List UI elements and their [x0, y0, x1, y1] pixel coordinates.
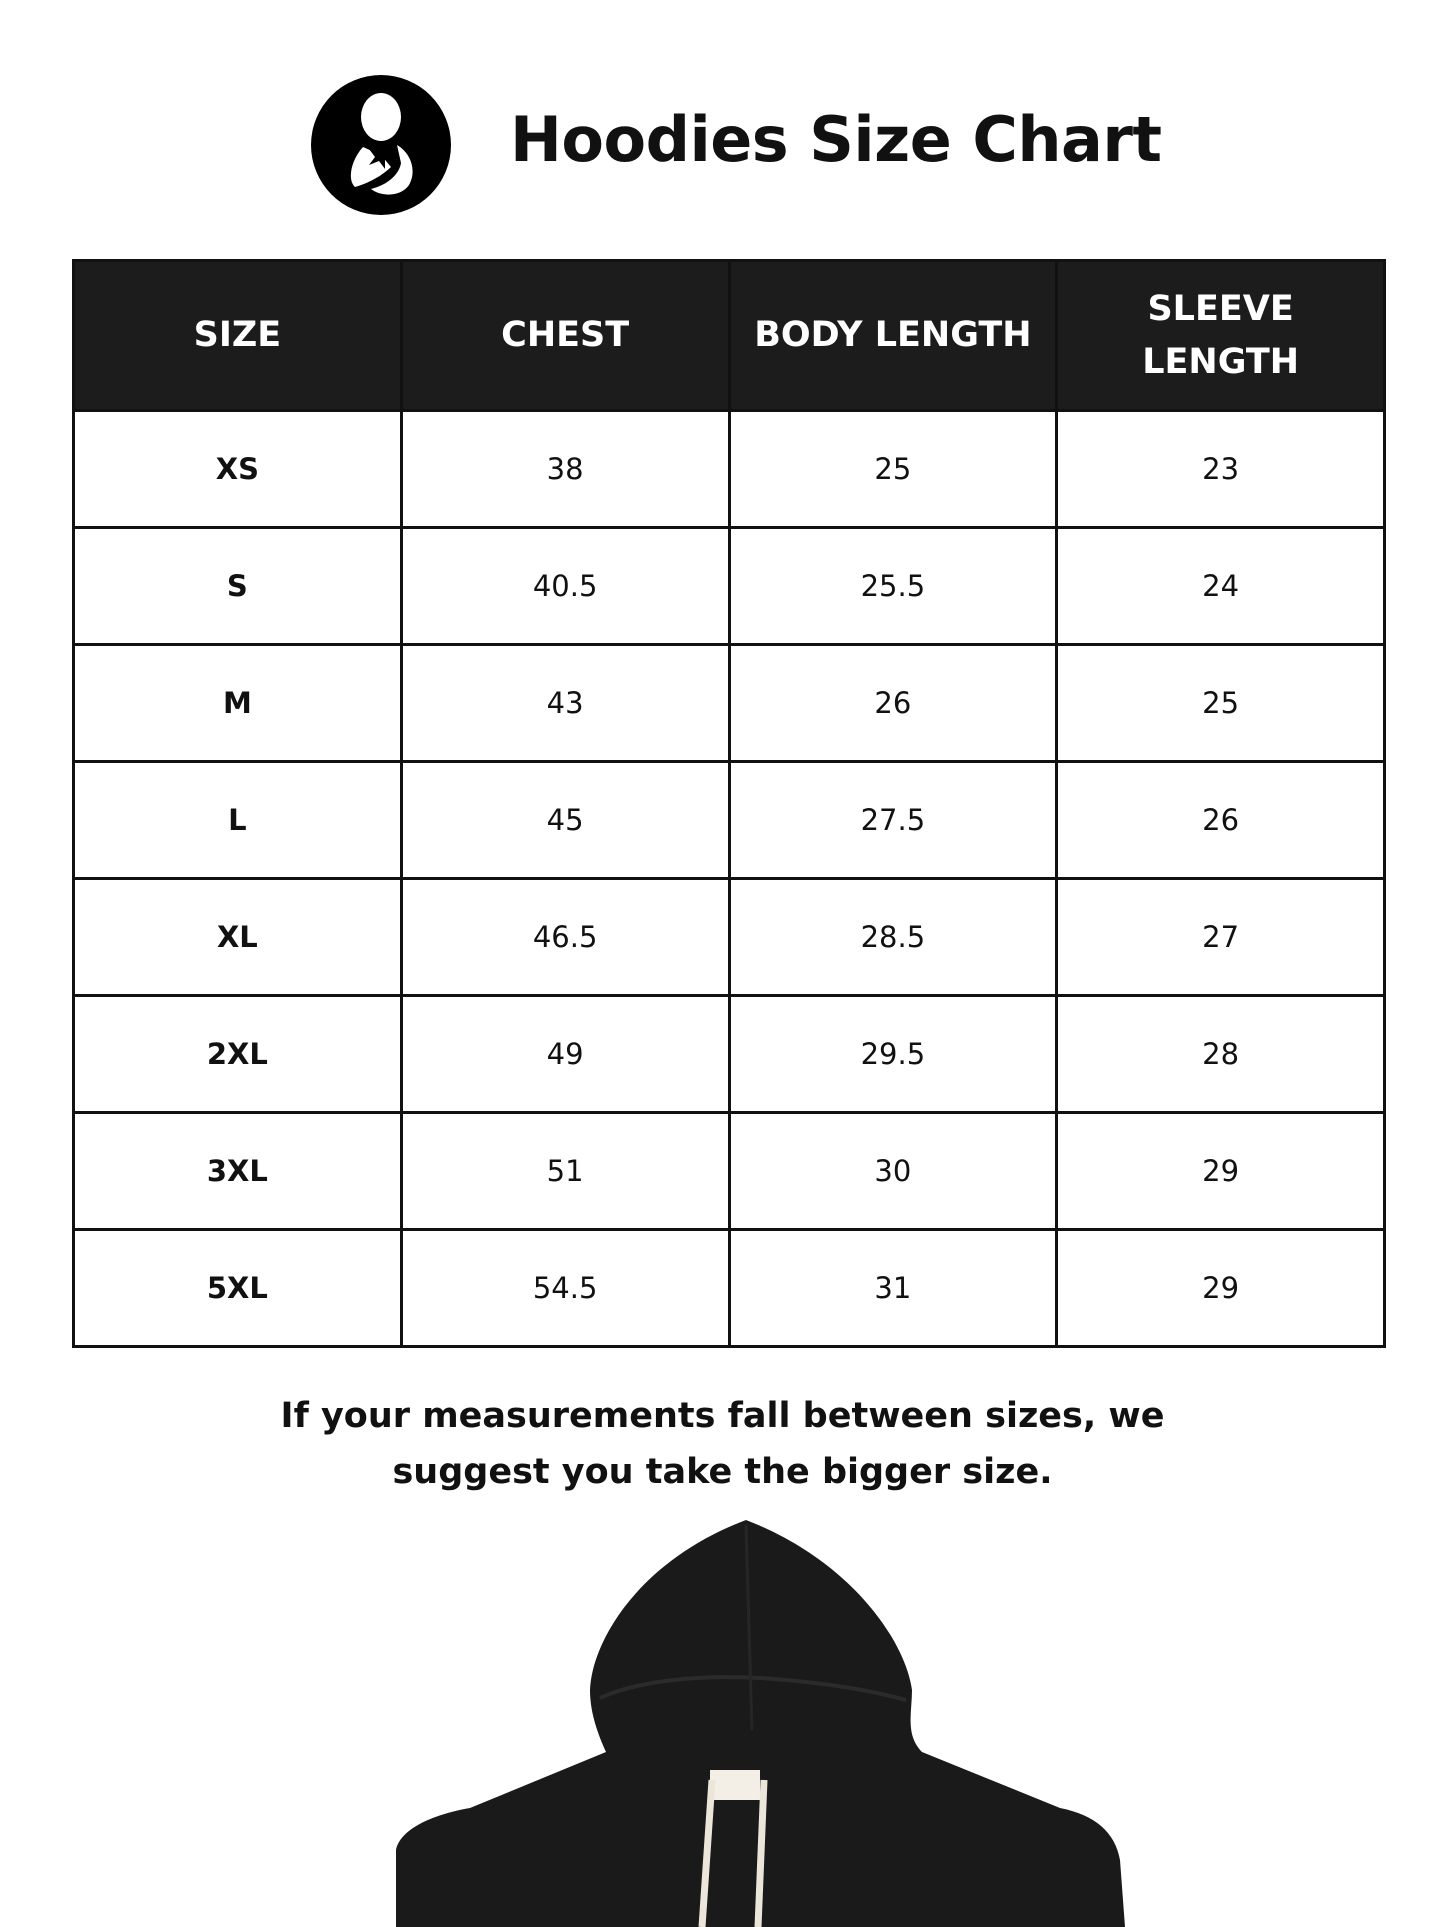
cell-body-length: 26	[727, 643, 1059, 763]
sizing-note: If your measurements fall between sizes,…	[0, 1388, 1445, 1500]
table-row: L 45 27.5 26	[72, 760, 1386, 880]
table-row: S 40.5 25.5 24	[72, 526, 1386, 646]
table-row: XS 38 25 23	[72, 409, 1386, 529]
cell-sleeve-length: 24	[1055, 526, 1386, 646]
cell-size: 2XL	[72, 994, 403, 1114]
cell-sleeve-length: 26	[1055, 760, 1386, 880]
cell-chest: 51	[399, 1111, 731, 1231]
size-chart-table: SIZE CHEST BODY LENGTH SLEEVE LENGTH XS 3…	[72, 259, 1386, 1348]
table-row: M 43 26 25	[72, 643, 1386, 763]
cell-body-length: 27.5	[727, 760, 1059, 880]
table-header-row: SIZE CHEST BODY LENGTH SLEEVE LENGTH	[72, 259, 1386, 412]
cell-size: XL	[72, 877, 403, 997]
column-header-chest: CHEST	[399, 259, 731, 412]
cell-size: L	[72, 760, 403, 880]
cell-chest: 40.5	[399, 526, 731, 646]
sizing-note-line-1: If your measurements fall between sizes,…	[280, 1396, 1165, 1436]
cell-size: 5XL	[72, 1228, 403, 1348]
sizing-note-line-2: suggest you take the bigger size.	[392, 1452, 1053, 1492]
cell-chest: 49	[399, 994, 731, 1114]
cell-chest: 45	[399, 760, 731, 880]
cell-sleeve-length: 28	[1055, 994, 1386, 1114]
mother-and-child-icon	[311, 75, 451, 215]
column-header-size: SIZE	[72, 259, 403, 412]
cell-body-length: 31	[727, 1228, 1059, 1348]
cell-sleeve-length: 29	[1055, 1111, 1386, 1231]
cell-body-length: 28.5	[727, 877, 1059, 997]
table-row: 5XL 54.5 31 29	[72, 1228, 1386, 1348]
cell-chest: 54.5	[399, 1228, 731, 1348]
cell-sleeve-length: 27	[1055, 877, 1386, 997]
cell-size: M	[72, 643, 403, 763]
cell-body-length: 25.5	[727, 526, 1059, 646]
table-row: 3XL 51 30 29	[72, 1111, 1386, 1231]
cell-body-length: 29.5	[727, 994, 1059, 1114]
cell-sleeve-length: 25	[1055, 643, 1386, 763]
cell-body-length: 25	[727, 409, 1059, 529]
table-row: 2XL 49 29.5 28	[72, 994, 1386, 1114]
cell-size: S	[72, 526, 403, 646]
cell-chest: 43	[399, 643, 731, 763]
page-title: Hoodies Size Chart	[510, 103, 1162, 176]
cell-body-length: 30	[727, 1111, 1059, 1231]
cell-chest: 46.5	[399, 877, 731, 997]
table-row: XL 46.5 28.5 27	[72, 877, 1386, 997]
cell-sleeve-length: 29	[1055, 1228, 1386, 1348]
column-header-body-length: BODY LENGTH	[727, 259, 1059, 412]
cell-size: 3XL	[72, 1111, 403, 1231]
cell-size: XS	[72, 409, 403, 529]
hoodie-image	[396, 1520, 1125, 1927]
cell-chest: 38	[399, 409, 731, 529]
column-header-sleeve-length: SLEEVE LENGTH	[1055, 259, 1386, 412]
cell-sleeve-length: 23	[1055, 409, 1386, 529]
